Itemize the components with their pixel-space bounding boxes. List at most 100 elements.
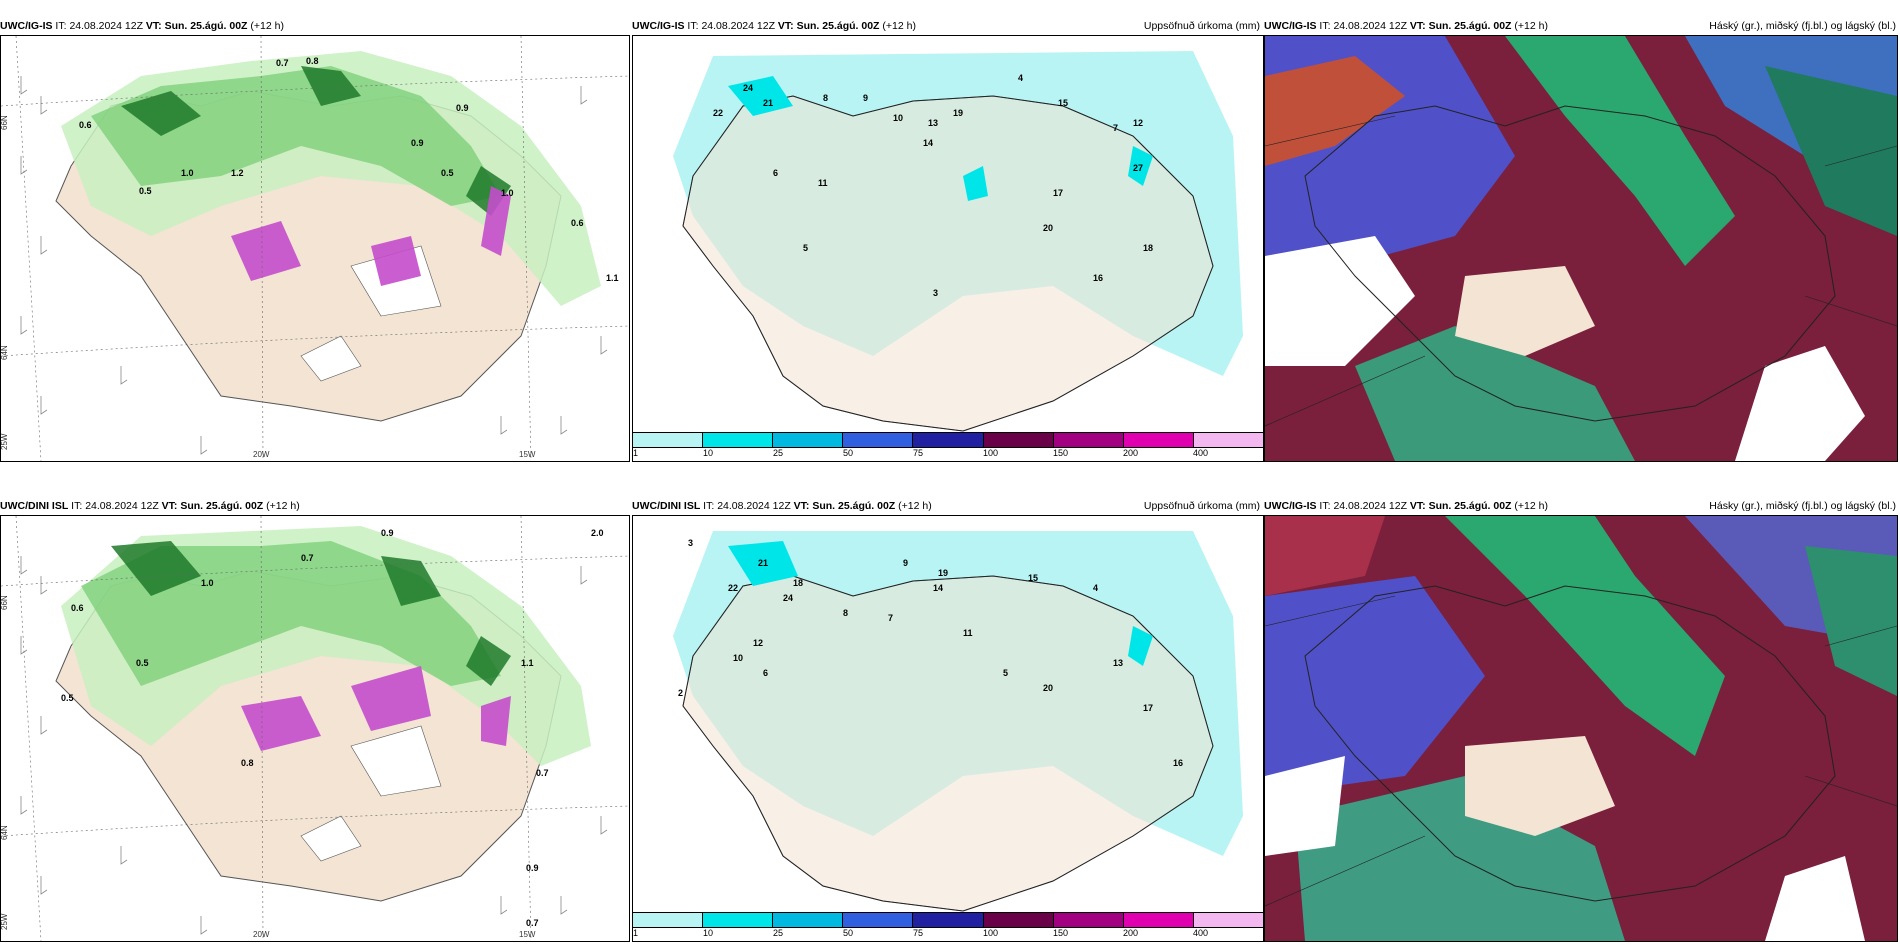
panel-precip-accum-bottom: UWC/DINI ISL IT: 24.08.2024 12Z VT: Sun.…	[632, 497, 1264, 942]
value-label: 0.5	[139, 186, 152, 196]
panel-wind-precip-top: UWC/IG-IS IT: 24.08.2024 12Z VT: Sun. 25…	[0, 17, 630, 462]
value-label: 27	[1133, 163, 1143, 173]
it-label: IT:	[1319, 20, 1331, 32]
cloud-low	[1445, 516, 1725, 756]
value-label: 0.9	[526, 863, 539, 873]
iceland-coast	[1304, 585, 1836, 902]
lead-time: (+12 h)	[250, 20, 284, 32]
map-precip-accum[interactable]: 24 22 21 19 15 13 8 9 10 11 12 4 6 3 5 1…	[632, 35, 1264, 462]
value-label: 3	[933, 288, 938, 298]
colorbar-cell	[773, 433, 844, 447]
value-label: 1.0	[201, 578, 214, 588]
lead-time: (+12 h)	[898, 500, 932, 512]
colorbar-cell	[633, 913, 704, 927]
vt-label: VT:	[1409, 500, 1426, 512]
cloud-low	[1805, 546, 1897, 696]
value-label: 0.6	[71, 603, 84, 613]
colorbar-label: 75	[913, 928, 924, 938]
value-label: 0.8	[306, 56, 319, 66]
value-label: 0.5	[61, 693, 74, 703]
map-clouds[interactable]	[1264, 35, 1898, 462]
colorbar-cell	[703, 433, 774, 447]
model-name: UWC/IG-IS	[632, 20, 685, 32]
value-label: 4	[1018, 73, 1023, 83]
value-label: 0.8	[241, 758, 254, 768]
clear-sky	[1735, 346, 1865, 461]
clear-sky	[1765, 856, 1865, 941]
valid-time: Sun. 25.ágú. 00Z	[1428, 500, 1512, 512]
coast-detail	[682, 575, 1214, 912]
lat-label-66: 66N	[1, 115, 9, 130]
colorbar-label: 200	[1123, 448, 1139, 458]
it-label: IT:	[1319, 500, 1331, 512]
value-label: 13	[928, 118, 938, 128]
cloud-high	[1265, 516, 1385, 596]
value-label: 9	[863, 93, 868, 103]
value-label: 2	[678, 688, 683, 698]
cloud-high	[1265, 56, 1405, 166]
value-label: 1.0	[501, 188, 514, 198]
value-label: 21	[763, 98, 773, 108]
it-label: IT:	[703, 500, 715, 512]
vt-label: VT:	[793, 500, 810, 512]
panel-header: UWC/IG-IS IT: 24.08.2024 12Z VT: Sun. 25…	[1264, 17, 1900, 35]
colorbar-cell	[633, 433, 704, 447]
it-label: IT:	[687, 20, 699, 32]
model-name: UWC/IG-IS	[1264, 500, 1317, 512]
lead-time: (+12 h)	[882, 20, 916, 32]
model-name: UWC/IG-IS	[1264, 20, 1317, 32]
model-name: UWC/DINI ISL	[632, 500, 701, 512]
value-label: 17	[1053, 188, 1063, 198]
clear-sky	[1265, 756, 1345, 856]
value-label: 2.0	[591, 528, 604, 538]
cloud-low	[1505, 36, 1735, 266]
value-label: 1.1	[521, 658, 534, 668]
colorbar-label: 400	[1193, 928, 1209, 938]
value-label: 21	[758, 558, 768, 568]
value-label: 18	[1143, 243, 1153, 253]
map-wind-precip[interactable]: 66N 64N 25W 20W 15W 0.7 0.8 0.6 0.5 0.9 …	[0, 35, 630, 462]
lat-label-64: 64N	[1, 345, 9, 360]
lead-time: (+12 h)	[1514, 500, 1548, 512]
colorbar	[632, 912, 1264, 928]
precip-heavy	[111, 541, 511, 686]
cloud-mid	[1265, 576, 1485, 796]
wind-barbs	[20, 76, 608, 455]
wind-values: 0.7 0.8 0.6 0.5 0.9 1.0 1.2 0.9 1.1 0.6 …	[79, 56, 619, 283]
clear-sky	[1455, 266, 1595, 356]
value-label: 7	[1113, 123, 1118, 133]
value-label: 8	[843, 608, 848, 618]
value-label: 13	[1113, 658, 1123, 668]
map-clouds[interactable]	[1264, 515, 1898, 942]
value-label: 15	[1028, 573, 1038, 583]
cloud-low	[1355, 326, 1635, 461]
colorbar-label: 1	[633, 448, 639, 458]
value-label: 4	[1093, 583, 1098, 593]
value-label: 22	[728, 583, 738, 593]
panel-header: UWC/IG-IS IT: 24.08.2024 12Z VT: Sun. 25…	[632, 17, 1264, 35]
map-precip-accum[interactable]: 21 22 24 19 18 15 14 12 10 9 8 7 13 20 1…	[632, 515, 1264, 942]
value-label: 0.5	[136, 658, 149, 668]
map-wind-precip[interactable]: 66N 64N 25W 20W 15W 0.6 0.9 0.7 0.5 0.8 …	[0, 515, 630, 942]
colorbar-label: 50	[843, 928, 854, 938]
panel-wind-precip-bottom: UWC/DINI ISL IT: 24.08.2024 12Z VT: Sun.…	[0, 497, 630, 942]
colorbar-cell	[913, 913, 984, 927]
value-label: 20	[1043, 683, 1053, 693]
colorbar-label: 1	[633, 928, 639, 938]
colorbar-cell	[1193, 433, 1263, 447]
valid-time: Sun. 25.ágú. 00Z	[1428, 20, 1512, 32]
value-label: 11	[963, 628, 973, 638]
value-label: 8	[823, 93, 828, 103]
heavy-precip	[728, 541, 1153, 666]
value-label: 7	[888, 613, 893, 623]
iceland-coast	[1304, 105, 1836, 422]
colorbar-label: 150	[1053, 448, 1069, 458]
lon-label-15: 15W	[519, 930, 536, 939]
value-label: 1.2	[231, 168, 244, 178]
value-label: 0.7	[276, 58, 289, 68]
graticule	[1, 36, 629, 461]
colorbar-cell	[1053, 913, 1124, 927]
colorbar-cell	[703, 913, 774, 927]
panel-header: UWC/DINI ISL IT: 24.08.2024 12Z VT: Sun.…	[0, 497, 630, 515]
value-label: 0.6	[79, 120, 92, 130]
